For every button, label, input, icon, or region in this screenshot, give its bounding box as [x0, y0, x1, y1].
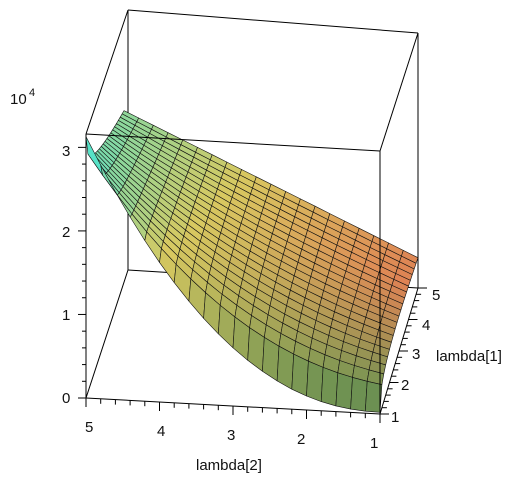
y-tick-labels: 1 2 3 4 5 — [391, 287, 440, 426]
z-tick-label-2: 2 — [62, 224, 70, 241]
surface-face — [350, 377, 368, 412]
surface-face — [320, 367, 339, 407]
y-tick-label-2: 2 — [401, 377, 409, 394]
surface-face — [335, 372, 353, 410]
surface-face — [364, 380, 383, 413]
z-tick-labels: 0 1 2 3 — [62, 143, 70, 407]
y-tick-label-5: 5 — [432, 287, 440, 304]
x-tick-label-4: 4 — [157, 423, 165, 440]
y-tick-label-1: 1 — [391, 409, 399, 426]
x-tick-label-5: 5 — [85, 419, 93, 436]
z-exponent-power: 4 — [29, 87, 35, 99]
y-tick-label-4: 4 — [422, 317, 430, 334]
surface-face — [276, 345, 295, 390]
surface-face — [291, 353, 309, 397]
z-exponent-base: 10 — [10, 91, 27, 108]
z-tick-label-1: 1 — [62, 307, 70, 324]
surface-mesh — [85, 110, 419, 413]
y-tick-label-3: 3 — [412, 346, 420, 363]
x-axis-label: lambda[2] — [196, 457, 262, 474]
x-tick-label-2: 2 — [297, 431, 305, 448]
axis-ticks — [78, 146, 427, 423]
y-axis-label: lambda[1] — [436, 348, 502, 365]
z-tick-label-3: 3 — [62, 143, 70, 160]
x-tick-label-1: 1 — [370, 435, 378, 452]
surface-face — [306, 360, 324, 402]
z-tick-label-0: 0 — [62, 390, 70, 407]
x-tick-labels: 5 4 3 2 1 — [85, 419, 378, 452]
x-tick-label-3: 3 — [227, 427, 235, 444]
